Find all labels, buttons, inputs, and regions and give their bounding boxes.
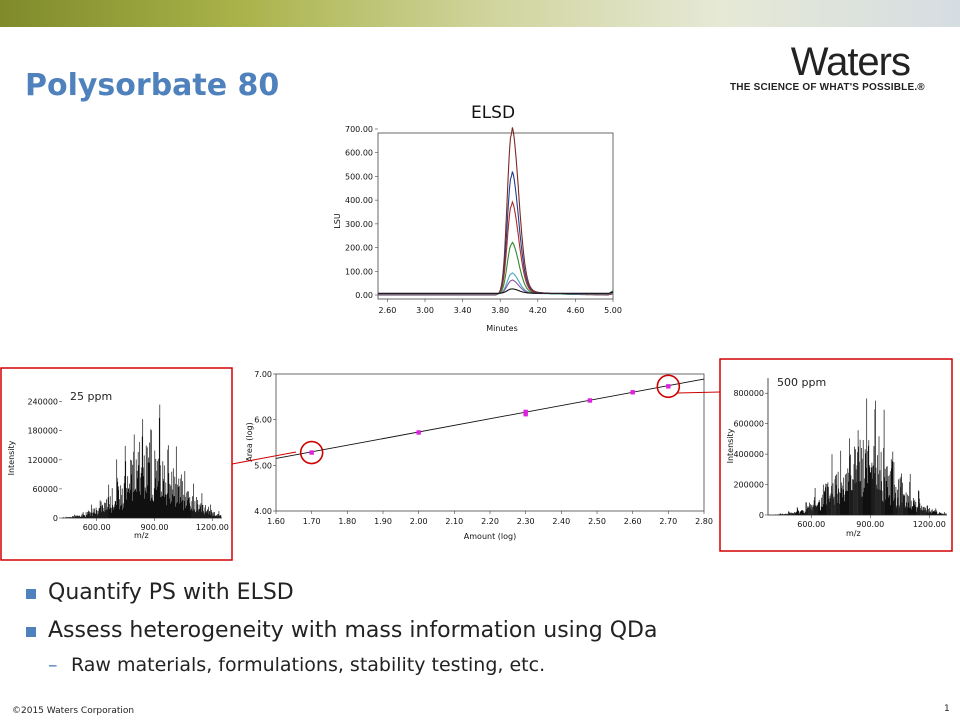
msl-y-axis-label: Intensity (7, 440, 16, 475)
ms-x-tick-label: 900.00 (141, 523, 169, 532)
elsd-y-tick-label: 500.00 (345, 172, 373, 181)
elsd-y-tick-label: 200.00 (345, 244, 373, 253)
cal-plot-frame (275, 373, 705, 512)
cal-x-tick-label: 2.10 (445, 517, 463, 526)
waters-logo: Waters THE SCIENCE OF WHAT'S POSSIBLE.® (728, 40, 948, 100)
cal-x-tick-label: 2.70 (659, 517, 677, 526)
elsd-x-tick-label: 3.80 (491, 306, 509, 315)
elsd-y-tick-label: 400.00 (345, 196, 373, 205)
elsd-x-tick-label: 4.60 (566, 306, 584, 315)
bullet-square-icon (26, 589, 36, 599)
cal-x-tick-label: 2.60 (624, 517, 642, 526)
msr-y-axis-label: Intensity (726, 428, 735, 463)
elsd-x-tick-label: 5.00 (604, 306, 622, 315)
elsd-y-tick-label: 600.00 (345, 149, 373, 158)
cal-x-tick-label: 2.50 (588, 517, 606, 526)
ms-y-tick-label: 0 (53, 514, 58, 523)
cal-x-tick-label: 2.20 (481, 517, 499, 526)
ms-y-tick-label: 600000 (733, 420, 764, 429)
top-banner (0, 0, 960, 27)
ms-500ppm-border (719, 358, 953, 552)
cal-y-tick-label: 5.00 (254, 461, 272, 470)
cal-data-point (523, 411, 528, 417)
bullet-text: Quantify PS with ELSD (48, 580, 294, 605)
cal-y-axis-label: Area (log) (245, 422, 254, 461)
cal-data-point (416, 430, 421, 435)
ms-x-tick-label: 1200.00 (196, 523, 229, 532)
ms-x-tick-label: 900.00 (856, 520, 884, 529)
msl-x-axis-label: m/z (134, 531, 149, 540)
ms-x-tick-label: 600.00 (83, 523, 111, 532)
elsd-x-tick-label: 2.60 (378, 306, 396, 315)
elsd-x-tick-label: 3.40 (454, 306, 472, 315)
cal-x-tick-label: 2.30 (517, 517, 535, 526)
elsd-y-tick-label: 700.00 (345, 125, 373, 134)
cal-highlight-circle (299, 440, 324, 465)
cal-x-tick-label: 2.40 (552, 517, 570, 526)
elsd-x-axis-label: Minutes (486, 324, 518, 333)
calibration-chart: 4.00 5.00 6.00 7.00 1.60 1.70 1.80 1.90 2.00 2.1… (245, 370, 713, 541)
cal-x-axis-label: Amount (log) (464, 532, 516, 541)
ms-y-tick-label: 400000 (733, 450, 764, 459)
cal-data-point (309, 450, 314, 455)
cal-x-tick-label: 1.80 (338, 517, 356, 526)
ms-y-tick-label: 800000 (733, 389, 764, 398)
cal-x-tick-label: 1.70 (303, 517, 321, 526)
logo-wordmark: Waters (790, 40, 911, 84)
cal-data-point (630, 390, 635, 395)
logo-tagline: THE SCIENCE OF WHAT'S POSSIBLE.® (730, 82, 925, 93)
cal-y-tick-label: 4.00 (254, 507, 272, 516)
cal-x-tick-label: 2.80 (695, 517, 713, 526)
ms-500ppm-label: 500 ppm (777, 376, 826, 389)
elsd-y-axis-label: LSU (333, 213, 342, 229)
elsd-chart: ELSD 0.00 100.00 200.00 300.00 400.00 500.00 6… (333, 103, 622, 333)
cal-data-point (587, 398, 593, 403)
cal-y-tick-label: 7.00 (254, 370, 272, 379)
ms-spectrum-500ppm: 0 200000 400000 600000 800000 600.00 900.00 12… (719, 358, 953, 552)
copyright-footer: ©2015 Waters Corporation (12, 706, 135, 716)
ms-spectrum-25ppm: 0 60000 120000 180000 240000 600.00 900.00 120… (0, 367, 233, 561)
cal-x-tick-label: 1.60 (267, 517, 285, 526)
cal-x-tick-label: 2.00 (410, 517, 428, 526)
ms-y-tick-label: 0 (759, 511, 764, 520)
bullet-text: Assess heterogeneity with mass informati… (48, 618, 658, 643)
ms-y-tick-label: 60000 (33, 485, 58, 494)
elsd-plot-frame (377, 132, 614, 300)
elsd-y-tick-label: 0.00 (355, 291, 373, 300)
ms-y-tick-label: 180000 (27, 427, 58, 436)
ms-x-tick-label: 1200.00 (913, 520, 946, 529)
ms-x-tick-label: 600.00 (797, 520, 825, 529)
ms-y-tick-label: 240000 (27, 398, 58, 407)
bullet-square-icon (26, 627, 36, 637)
cal-data-point (523, 409, 528, 415)
ms-y-tick-label: 200000 (733, 481, 764, 490)
cal-x-tick-label: 1.90 (374, 517, 392, 526)
sub-bullet-dash-icon: – (48, 654, 58, 676)
elsd-y-tick-label: 300.00 (345, 220, 373, 229)
ms-25ppm-label: 25 ppm (70, 390, 112, 403)
elsd-title: ELSD (471, 103, 515, 123)
msr-x-axis-label: m/z (846, 529, 861, 538)
elsd-x-tick-label: 4.20 (529, 306, 547, 315)
elsd-x-tick-label: 3.00 (416, 306, 434, 315)
elsd-y-tick-label: 100.00 (345, 267, 373, 276)
sub-bullet-text: Raw materials, formulations, stability t… (71, 654, 546, 676)
ms-y-tick-label: 120000 (27, 456, 58, 465)
cal-highlight-circle (656, 374, 681, 399)
page-number: 1 (944, 704, 950, 714)
cal-data-point (666, 384, 671, 389)
slide-title: Polysorbate 80 (25, 68, 280, 103)
cal-y-tick-label: 6.00 (254, 416, 272, 425)
elsd-trace (378, 288, 614, 294)
